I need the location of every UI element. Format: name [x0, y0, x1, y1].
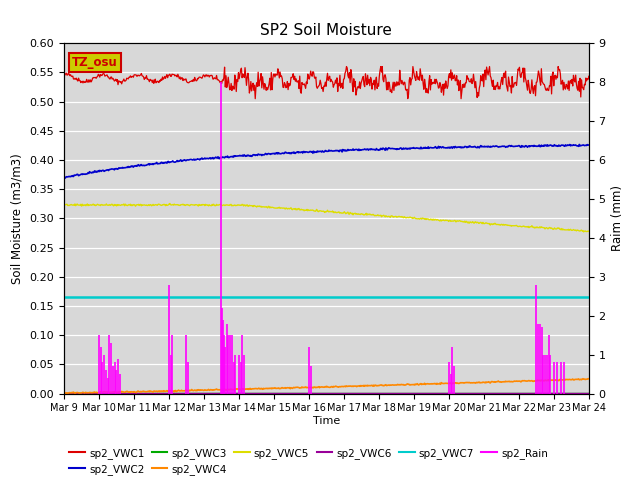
X-axis label: Time: Time [313, 416, 340, 426]
Title: SP2 Soil Moisture: SP2 Soil Moisture [260, 23, 392, 38]
Legend: sp2_VWC1, sp2_VWC2, sp2_VWC3, sp2_VWC4, sp2_VWC5, sp2_VWC6, sp2_VWC7, sp2_Rain: sp2_VWC1, sp2_VWC2, sp2_VWC3, sp2_VWC4, … [69, 448, 548, 475]
Y-axis label: Soil Moisture (m3/m3): Soil Moisture (m3/m3) [11, 153, 24, 284]
Y-axis label: Raim (mm): Raim (mm) [611, 185, 624, 252]
Text: TZ_osu: TZ_osu [72, 56, 118, 69]
